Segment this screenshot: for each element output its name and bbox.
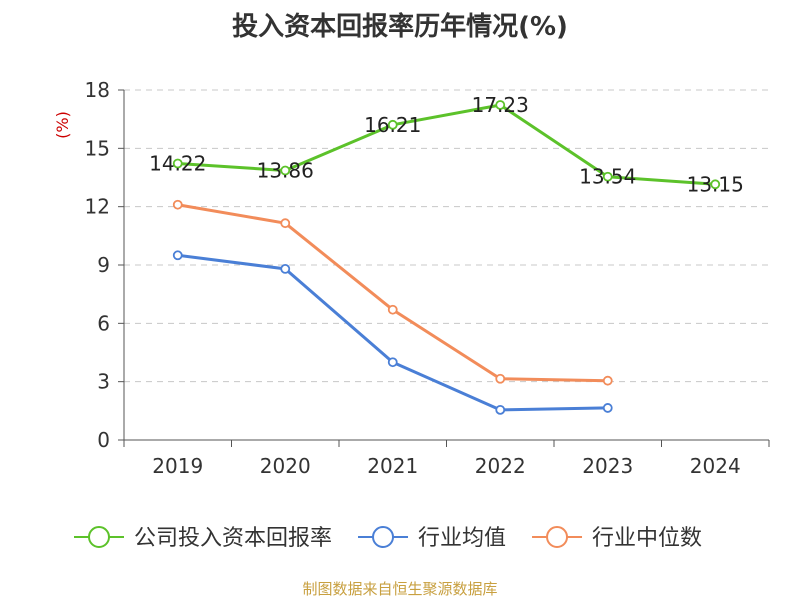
data-point — [387, 357, 398, 368]
x-tick-label-2023: 2023 — [582, 454, 633, 478]
series-line-0 — [177, 103, 716, 186]
legend-marker-1 — [372, 526, 395, 548]
legend-entry-1: 行业均值 — [418, 526, 506, 551]
y-tick-label: 15 — [85, 136, 110, 160]
y-axis-label: (%) — [53, 111, 72, 139]
x-tick-label-2022: 2022 — [475, 454, 526, 478]
data-point — [495, 404, 506, 415]
legend: 公司投入资本回报率 行业均值 行业中位数 — [74, 526, 702, 551]
data-point — [280, 165, 291, 176]
legend-entry-0: 公司投入资本回报率 — [134, 526, 332, 551]
data-label: 17.23 — [472, 93, 529, 117]
data-point — [172, 158, 183, 169]
source-note: 制图数据来自恒生聚源数据库 — [302, 580, 498, 598]
data-point — [280, 263, 291, 274]
data-point — [387, 304, 398, 315]
data-label: 16.21 — [364, 113, 421, 137]
axes: 0 3 6 9 12 15 18 2019 2020 2021 2022 2023 2024 — [85, 78, 770, 478]
data-label: 13.54 — [579, 165, 636, 189]
data-point — [172, 250, 183, 261]
y-tick-label: 6 — [97, 311, 110, 335]
y-tick-label: 12 — [85, 195, 110, 219]
chart-title: 投入资本回报率历年情况(%) — [232, 12, 568, 42]
x-tick-label-2019: 2019 — [152, 454, 203, 478]
data-point — [280, 218, 291, 229]
data-point — [602, 403, 613, 413]
legend-marker-2 — [546, 526, 569, 548]
data-point — [495, 373, 506, 384]
y-tick-label: 9 — [97, 253, 110, 277]
data-point — [172, 199, 183, 210]
series-line-2 — [177, 203, 608, 383]
data-point — [495, 100, 506, 110]
x-tick-label-2021: 2021 — [367, 454, 418, 478]
y-tick-label: 3 — [97, 370, 110, 394]
data-point — [710, 179, 721, 190]
legend-entry-2: 行业中位数 — [592, 526, 702, 551]
data-label: 14.22 — [149, 152, 206, 176]
data-point — [602, 375, 613, 386]
y-tick-label: 18 — [85, 78, 110, 102]
data-point — [387, 119, 398, 130]
data-point — [602, 171, 613, 182]
y-tick-label: 0 — [97, 428, 110, 452]
legend-marker-0 — [88, 526, 110, 548]
data-label: 13.15 — [687, 172, 744, 196]
grid — [124, 89, 769, 383]
series-line-1 — [177, 253, 608, 412]
x-tick-label-2024: 2024 — [690, 454, 741, 478]
x-tick-label-2020: 2020 — [260, 454, 311, 478]
data-label: 13.86 — [257, 159, 314, 183]
series-group — [172, 100, 721, 415]
data-labels: 14.22 13.86 16.21 17.23 13.54 13.15 — [149, 93, 744, 196]
